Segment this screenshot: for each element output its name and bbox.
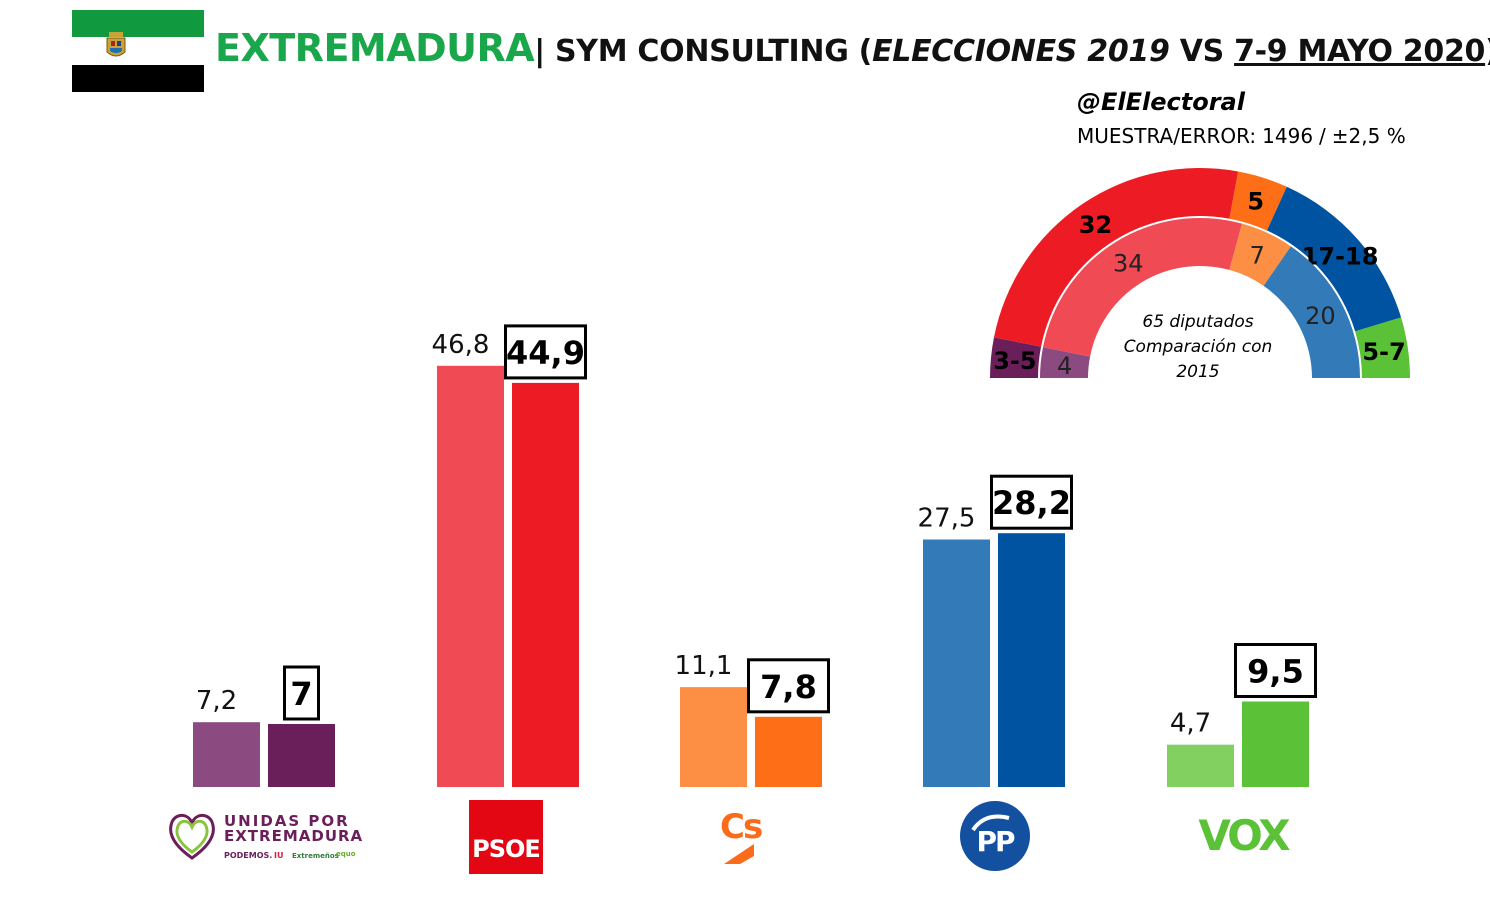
hemicycle-label-inner-cs: 7	[1250, 242, 1265, 270]
value-box-poll-vox	[1234, 643, 1317, 698]
bar-group-pp: 27,5 28,2	[918, 474, 1073, 787]
bar-group-vox: 4,7 9,5	[1167, 643, 1317, 787]
bar-group-unidas: 7,2 7	[193, 665, 335, 787]
value-label-poll-psoe: 44,9	[506, 334, 585, 372]
unidas-sub-podemos: PODEMOS.	[224, 851, 272, 860]
bar-group-psoe: 46,8 44,9	[432, 324, 587, 787]
bar-2019-psoe	[437, 365, 504, 787]
hemicycle-caption-line2: Comparación con	[1123, 337, 1273, 357]
value-label-poll-unidas: 7	[290, 675, 312, 713]
bar-group-cs: 11,1 7,8	[675, 651, 830, 787]
hemicycle-label-inner-unidas: 4	[1057, 352, 1072, 380]
hemicycle-caption-line1: 65 diputados	[1142, 312, 1254, 332]
hemicycle-label-outer-vox: 5-7	[1362, 338, 1405, 366]
hemicycle-outer-vox	[1355, 317, 1410, 378]
hemicycle-inner-unidas	[1040, 347, 1091, 378]
bar-poll-cs	[755, 716, 822, 787]
hemicycle-outer-psoe	[993, 167, 1239, 347]
value-box-poll-cs	[747, 658, 830, 714]
hemicycle-inner-pp	[1263, 246, 1360, 378]
unidas-name-line2: EXTREMADURA	[224, 827, 362, 845]
pp-logo: PP	[960, 801, 1030, 871]
value-label-poll-pp: 28,2	[992, 484, 1071, 522]
unidas-sub-extremenos: Extremeños	[292, 852, 339, 860]
value-label-2019-psoe: 46,8	[432, 330, 490, 360]
title-pollster: | SYM CONSULTING (	[534, 34, 873, 69]
unidas-sub-equo: equo	[336, 850, 356, 858]
value-box-poll-unidas	[283, 665, 320, 721]
vox-logo: VOX	[1198, 811, 1293, 856]
heart-icon	[169, 813, 215, 860]
chart-title: EXTREMADURA| SYM CONSULTING (ELECCIONES …	[215, 26, 1490, 70]
title-dates: 7-9 MAYO 2020	[1234, 34, 1486, 69]
value-label-poll-vox: 9,5	[1247, 653, 1304, 691]
sample-size: 1496	[1262, 124, 1314, 148]
value-label-poll-cs: 7,8	[760, 668, 817, 706]
hemicycle-label-outer-pp: 17-18	[1302, 243, 1379, 271]
value-label-2019-unidas: 7,2	[196, 686, 237, 716]
hemicycle-label-outer-psoe: 32	[1079, 211, 1112, 239]
cs-chevron-icon	[724, 844, 754, 864]
hemicycle-label-inner-pp: 20	[1305, 302, 1336, 330]
bar-poll-pp	[998, 533, 1065, 787]
psoe-logo: PSOE	[469, 800, 543, 874]
hemicycle-label-inner-psoe: 34	[1113, 249, 1144, 277]
source-handle: @ElElectoral	[1077, 88, 1245, 116]
bar-2019-vox	[1167, 744, 1234, 787]
sample-error: ±2,5 %	[1331, 124, 1406, 148]
value-label-2019-vox: 4,7	[1170, 709, 1211, 739]
value-box-poll-psoe	[504, 324, 587, 380]
title-region: EXTREMADURA	[215, 26, 535, 70]
sample-label: MUESTRA/ERROR:	[1077, 124, 1257, 148]
bar-2019-unidas	[193, 722, 260, 787]
value-label-2019-cs: 11,1	[675, 651, 733, 681]
hemicycle-outer-unidas	[990, 337, 1042, 378]
hemicycle-outer-cs	[1229, 171, 1287, 231]
cs-logo-text: Cs	[720, 807, 762, 847]
hemicycle-caption: 65 diputados Comparación con 2015	[1112, 310, 1284, 385]
hemicycle-inner-psoe	[1042, 217, 1243, 357]
psoe-logo-text: PSOE	[472, 835, 540, 863]
pp-gull-icon	[971, 814, 1010, 832]
hemicycle-inner-cs	[1229, 223, 1291, 286]
unidas-por-extremadura-logo: UNIDAS POR EXTREMADURA PODEMOS. IU Extre…	[169, 812, 362, 860]
bar-poll-unidas	[268, 724, 335, 787]
hemicycle-outer-pp	[1266, 186, 1402, 332]
pp-logo-text: PP	[976, 825, 1015, 858]
vox-logo-text: VOX	[1198, 811, 1290, 856]
bar-2019-pp	[923, 539, 990, 787]
title-close: )	[1485, 34, 1490, 69]
extremadura-flag	[72, 10, 204, 92]
title-vs: VS	[1169, 34, 1235, 69]
title-elections: ELECCIONES 2019	[872, 34, 1170, 69]
bar-2019-cs	[680, 687, 747, 787]
hemicycle-label-outer-unidas: 3-5	[993, 347, 1036, 375]
bar-poll-psoe	[512, 382, 579, 787]
unidas-name-line1: UNIDAS POR	[224, 812, 350, 830]
coat-of-arms-icon	[106, 32, 126, 57]
hemicycle-label-outer-cs: 5	[1247, 188, 1264, 216]
value-label-2019-pp: 27,5	[918, 504, 976, 534]
bar-poll-vox	[1242, 701, 1309, 787]
sample-sep: /	[1319, 124, 1326, 148]
cs-logo: Cs	[720, 807, 764, 864]
value-box-poll-pp	[990, 474, 1073, 530]
hemicycle-caption-line3: 2015	[1176, 362, 1220, 382]
hemicycle-chart: 3-5 32 5 17-18 5-7 4 34 7 20	[990, 167, 1410, 380]
sample-info: MUESTRA/ERROR: 1496/±2,5 %	[1077, 124, 1412, 148]
unidas-sub-iu: IU	[274, 851, 283, 860]
